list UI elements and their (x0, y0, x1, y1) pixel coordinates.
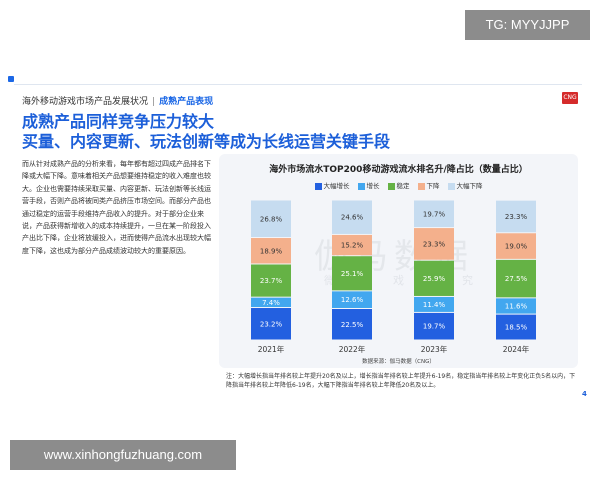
data-label: 25.1% (341, 270, 364, 278)
stacked-bar-chart: 23.2% 7.4% 23.7% 18.9% 26.8% 2021年 22.5% 12.6% 2… (251, 200, 536, 354)
breadcrumb-title: 海外移动游戏市场产品发展状况 (22, 97, 149, 107)
x-tick-label: 2022年 (339, 344, 366, 354)
bar-segment (414, 228, 454, 260)
data-label: 22.5% (341, 321, 364, 329)
x-tick-label: 2024年 (503, 344, 530, 354)
bar-segment (251, 200, 291, 238)
chart-source: 数据来源：伽马数据（CNG） (362, 359, 435, 365)
data-label: 23.3% (505, 213, 528, 221)
data-label: 26.8% (260, 215, 283, 223)
report-slide: 海外移动游戏市场产品发展状况 | 成熟产品表现 CNG 成熟产品同样竞争压力较大 买… (0, 72, 600, 402)
data-label: 19.0% (505, 243, 528, 251)
data-label: 18.9% (260, 247, 283, 255)
legend-label: 增长 (366, 182, 380, 190)
legend-label: 大幅增长 (323, 182, 350, 190)
bar-segment (414, 312, 454, 340)
data-label: 23.2% (260, 320, 283, 328)
legend-item: 下降 (417, 180, 440, 190)
page-title: 成熟产品同样竞争压力较大 买量、内容更新、玩法创新等成为长线运营关键手段 (22, 112, 390, 152)
bar-segment (496, 233, 536, 259)
legend-label: 稳定 (396, 182, 410, 190)
legend-label: 下降 (426, 182, 440, 190)
chart-panel: 海外市场流水TOP200移动游戏流水排名升/降占比（数量占比） 大幅增长 增长 稳定… (219, 154, 578, 368)
cng-logo: CNG (562, 92, 578, 104)
tg-watermark-label: TG: MYYJJPP (465, 10, 590, 40)
title-line-1: 成熟产品同样竞争压力较大 (22, 112, 215, 131)
data-label: 19.7% (423, 210, 446, 218)
data-label: 23.7% (260, 277, 283, 285)
bar-segment (414, 260, 454, 296)
bar-segment (251, 264, 291, 297)
data-label: 25.9% (423, 275, 446, 283)
data-label: 18.5% (505, 324, 528, 332)
header-divider (14, 84, 582, 85)
legend-swatch (314, 182, 322, 190)
legend-item: 大幅下降 (447, 180, 483, 190)
legend-item: 大幅增长 (314, 180, 350, 190)
title-line-2: 买量、内容更新、玩法创新等成为长线运营关键手段 (22, 132, 391, 151)
chart-legend: 大幅增长 增长 稳定 下降 大幅下降 (219, 180, 578, 190)
legend-swatch (447, 182, 455, 190)
bar-segment (496, 259, 536, 298)
data-label: 19.7% (423, 323, 446, 331)
data-label: 23.3% (423, 240, 446, 248)
x-tick-label: 2023年 (421, 344, 448, 354)
bar-segment (332, 256, 372, 291)
data-label: 11.4% (423, 301, 446, 309)
bar-segment (496, 314, 536, 340)
breadcrumb-section: 成熟产品表现 (159, 97, 214, 107)
bar-segment (332, 309, 372, 340)
legend-item: 增长 (357, 180, 380, 190)
data-label: 11.6% (505, 302, 528, 310)
legend-item: 稳定 (387, 180, 410, 190)
bar-segment (496, 298, 536, 314)
bar-segment (251, 238, 291, 264)
data-label: 15.2% (341, 242, 364, 250)
breadcrumb: 海外移动游戏市场产品发展状况 | 成熟产品表现 (22, 94, 213, 107)
data-label: 24.6% (341, 214, 364, 222)
bar-segment (332, 200, 372, 234)
x-tick-label: 2021年 (258, 344, 285, 354)
legend-swatch (387, 182, 395, 190)
legend-label: 大幅下降 (456, 182, 483, 190)
chart-footnote: 注：大幅增长指当年排名较上年提升20名及以上，增长指当年排名较上年提升6-19名… (226, 373, 576, 389)
bar-segment (251, 308, 291, 340)
bar-segment (332, 234, 372, 256)
analysis-paragraph: 而从针对成熟产品的分析来看，每年都有超过四成产品排名下降或大幅下降。意味着相关产… (22, 160, 211, 255)
data-label: 7.4% (262, 299, 280, 307)
bar-segment (251, 297, 291, 308)
accent-marker (8, 76, 14, 82)
bar-segment (414, 296, 454, 312)
chart-title: 海外市场流水TOP200移动游戏流水排名升/降占比（数量占比） (269, 165, 528, 175)
bar-segment (496, 200, 536, 233)
bar-segment (332, 291, 372, 308)
data-label: 12.6% (341, 296, 364, 304)
legend-swatch (417, 182, 425, 190)
bar-segment (414, 200, 454, 228)
breadcrumb-separator: | (152, 97, 156, 107)
data-label: 27.5% (505, 275, 528, 283)
page-number: 4 (582, 390, 587, 398)
legend-swatch (357, 182, 365, 190)
site-watermark-label: www.xinhongfuzhuang.com (10, 440, 236, 470)
